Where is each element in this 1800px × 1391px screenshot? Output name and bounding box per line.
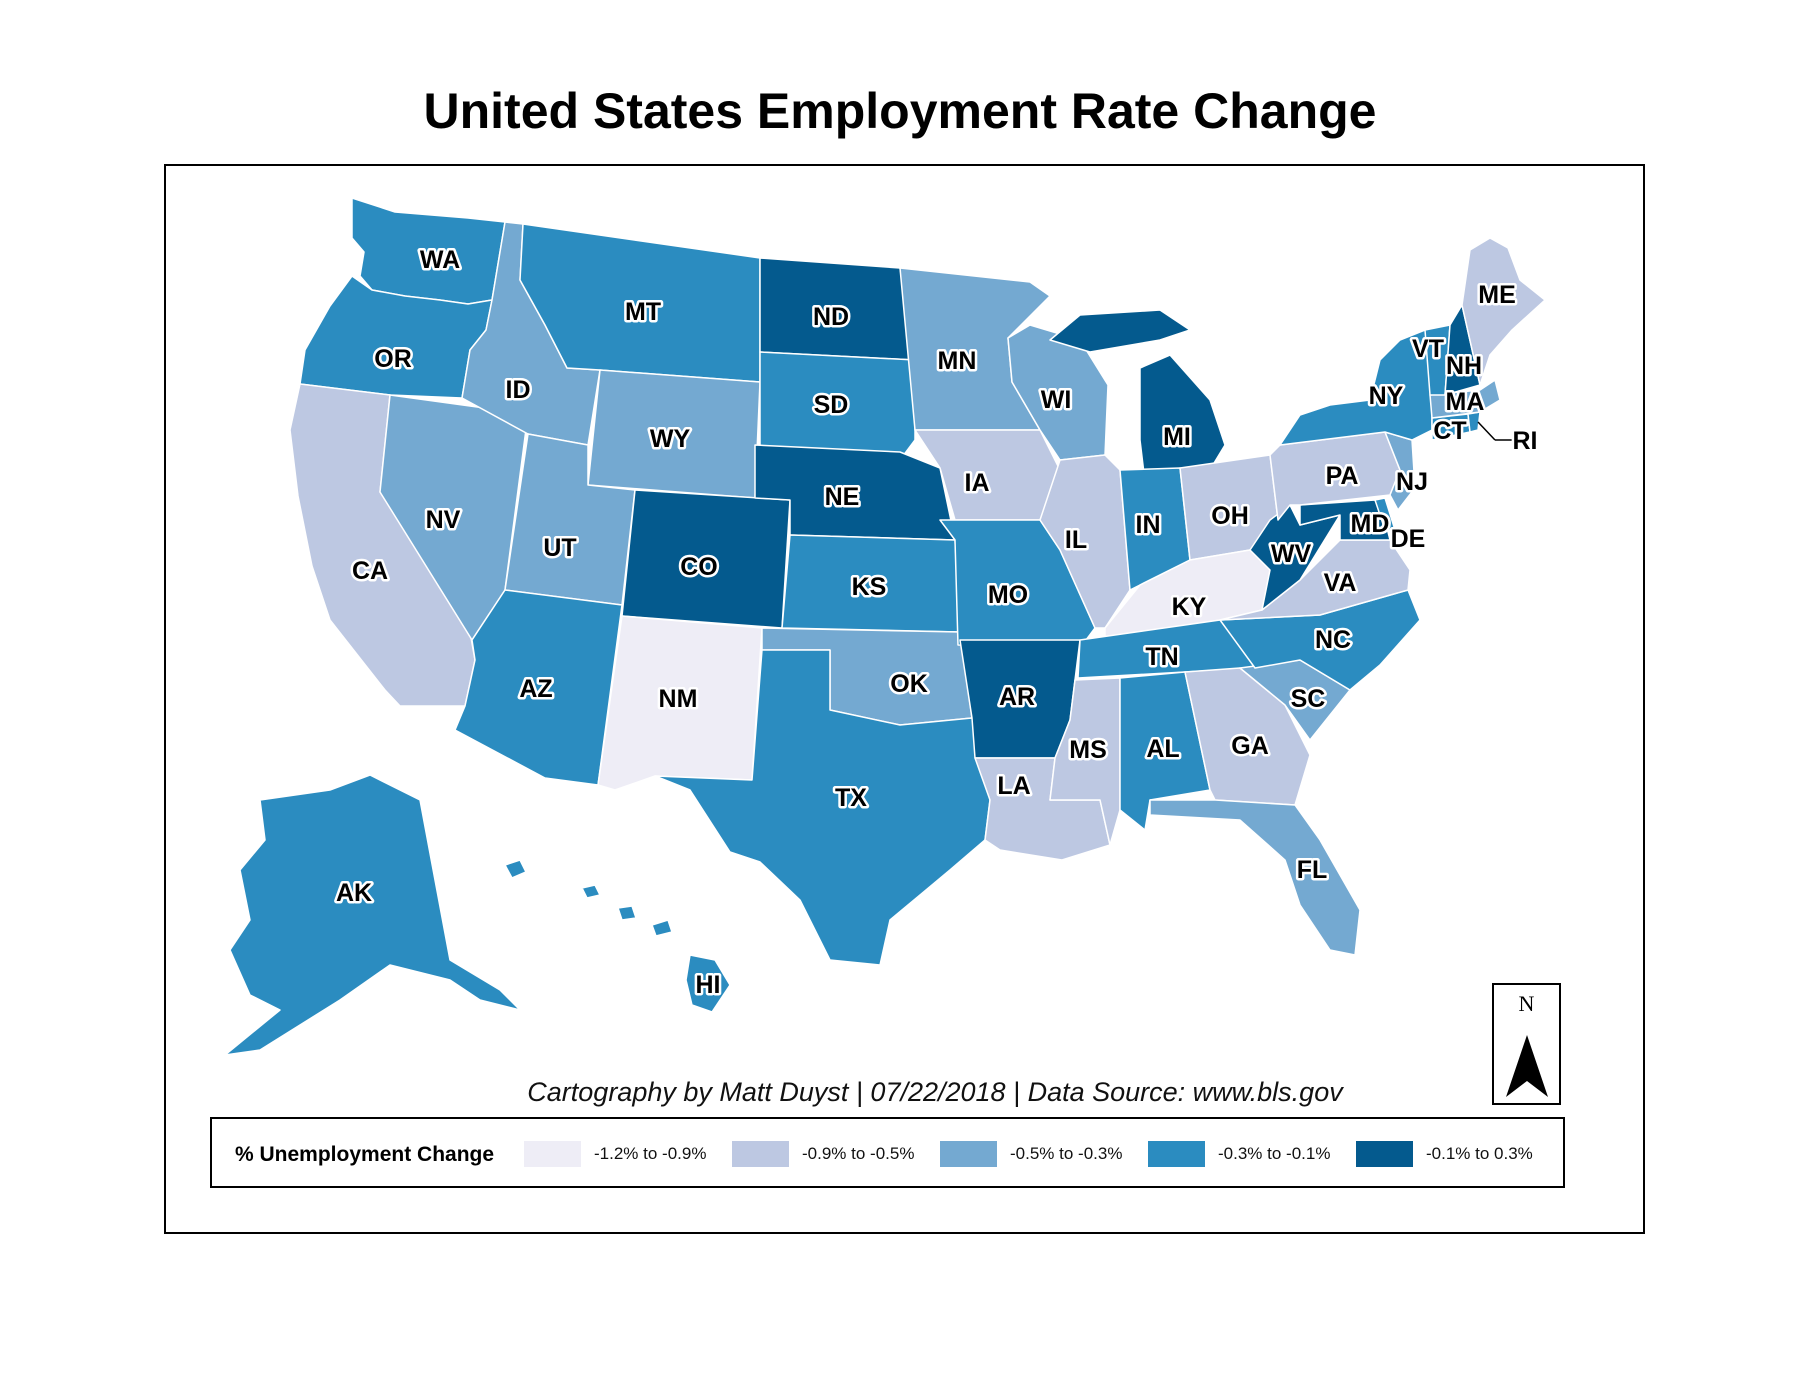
state-label-OR: OR [374,345,412,373]
state-MA[interactable] [1429,379,1501,419]
state-label-KS: KS [852,573,887,601]
state-label-TN: TN [1145,643,1178,671]
state-MI[interactable] [1049,309,1226,483]
state-label-MI: MI [1163,423,1191,451]
state-label-AZ: AZ [519,675,552,703]
state-label-IN: IN [1136,511,1161,539]
state-label-ID: ID [506,376,531,404]
state-label-CA: CA [352,557,388,585]
state-label-MN: MN [938,347,977,375]
state-label-PA: PA [1326,462,1359,490]
state-label-DE: DE [1391,525,1426,553]
state-ME[interactable] [1461,237,1546,386]
north-arrow-icon [1506,1035,1548,1097]
state-label-HI: HI [696,971,721,999]
state-AK[interactable] [224,774,521,1056]
cartography-credit: Cartography by Matt Duyst | 07/22/2018 |… [527,1077,1343,1107]
state-SD[interactable] [759,351,916,461]
state-label-AR: AR [999,683,1035,711]
legend-title: % Unemployment Change [235,1143,495,1166]
state-label-VT: VT [1412,335,1444,363]
state-label-ME: ME [1478,281,1516,309]
state-label-ND: ND [813,303,849,331]
state-label-CT: CT [1433,417,1466,445]
legend-label: -0.1% to 0.3% [1426,1144,1533,1163]
legend: % Unemployment Change -1.2% to -0.9% -0.… [210,1117,1565,1188]
legend-swatch [940,1141,997,1167]
state-label-MS: MS [1069,736,1107,764]
state-label-GA: GA [1231,732,1269,760]
state-HI[interactable] [504,859,731,1013]
legend-label: -0.9% to -0.5% [802,1144,915,1163]
labels-layer: WA OR CA NV ID MT WY UT AZ CO NM ND SD N… [333,244,1540,1002]
legend-swatch [524,1141,581,1167]
state-label-SD: SD [814,391,849,419]
legend-swatch [732,1141,789,1167]
state-label-WI: WI [1041,386,1072,414]
state-label-NV: NV [426,506,461,534]
state-label-WY: WY [650,425,691,453]
state-AZ[interactable] [454,589,623,786]
legend-swatch [1356,1141,1413,1167]
legend-label: -0.3% to -0.1% [1218,1144,1331,1163]
state-label-NE: NE [825,483,860,511]
state-NY[interactable] [1279,329,1433,446]
state-label-UT: UT [543,534,576,562]
state-label-RI: RI [1513,427,1538,455]
state-label-MD: MD [1351,510,1390,538]
state-DE[interactable] [1374,497,1396,531]
state-TX[interactable] [654,649,991,966]
state-label-MT: MT [625,298,661,326]
state-label-AK: AK [336,879,372,907]
legend-label: -0.5% to -0.3% [1010,1144,1123,1163]
north-arrow: N [1492,983,1561,1105]
state-label-MA: MA [1446,388,1485,416]
state-label-TX: TX [835,784,867,812]
states-layer [224,197,1546,1056]
state-label-CO: CO [680,553,718,581]
north-letter: N [1518,991,1535,1016]
legend-swatch [1148,1141,1205,1167]
state-label-NY: NY [1369,382,1404,410]
state-label-AL: AL [1146,735,1179,763]
map-title: United States Employment Rate Change [423,83,1377,139]
state-label-LA: LA [997,772,1030,800]
legend-label: -1.2% to -0.9% [594,1144,707,1163]
state-label-NM: NM [659,685,698,713]
map-frame [164,164,1645,1234]
state-label-OH: OH [1211,502,1249,530]
state-label-WV: WV [1271,540,1312,568]
state-label-IL: IL [1065,526,1087,554]
state-FL[interactable] [1149,799,1361,956]
state-label-WA: WA [420,246,460,274]
state-label-MO: MO [988,581,1028,609]
state-label-IA: IA [965,469,990,497]
state-label-NJ: NJ [1396,468,1428,496]
state-label-NH: NH [1446,352,1482,380]
state-label-VA: VA [1324,569,1357,597]
state-label-SC: SC [1291,685,1326,713]
state-label-OK: OK [890,670,928,698]
state-label-KY: KY [1172,593,1207,621]
ri-leader-line [1477,421,1496,441]
state-label-FL: FL [1297,856,1328,884]
state-label-NC: NC [1315,626,1351,654]
